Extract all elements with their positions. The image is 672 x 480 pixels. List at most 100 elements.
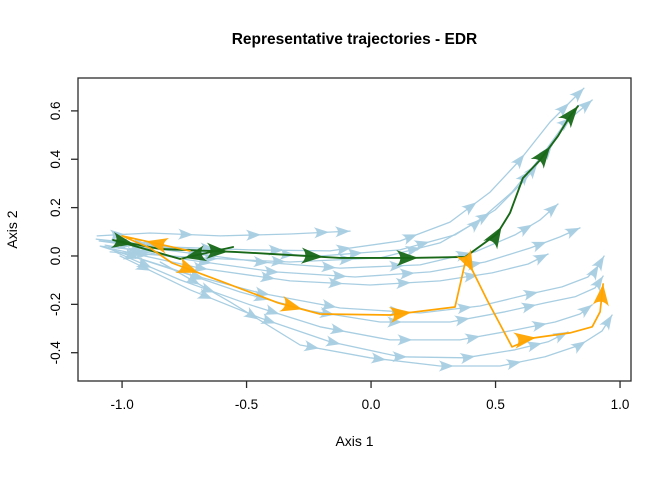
- trajectory-arrowhead: [532, 254, 549, 266]
- trajectory-arrowhead: [531, 321, 547, 333]
- trajectory-arrowhead: [564, 227, 580, 240]
- trajectory-arrowhead: [199, 282, 216, 293]
- trajectory-arrowhead: [320, 261, 337, 273]
- cell-trajectory-9: [99, 245, 604, 323]
- cell-trajectory-12: [159, 261, 613, 367]
- trajectory-arrowhead: [522, 289, 539, 301]
- trajectory-arrowhead: [464, 333, 481, 345]
- trajectory-arrowhead: [530, 241, 547, 253]
- x-tick-label: -0.5: [235, 397, 258, 412]
- trajectory-arrowhead: [331, 269, 347, 282]
- trajectory-arrowhead: [175, 257, 199, 273]
- trajectory-arrowhead: [268, 244, 284, 256]
- trajectory-arrowhead: [456, 303, 472, 315]
- trajectory-arrowhead: [263, 304, 280, 315]
- trajectory-arrowhead: [347, 248, 363, 260]
- trajectory-arrowhead: [279, 295, 303, 312]
- trajectory-arrowhead: [370, 352, 387, 364]
- y-tick-label: -0.4: [48, 341, 63, 365]
- trajectory-arrowhead: [399, 268, 415, 280]
- chart-title: Representative trajectories - EDR: [232, 31, 478, 48]
- trajectory-arrowhead: [196, 288, 213, 299]
- trajectory-arrowhead: [334, 226, 351, 238]
- trajectory-arrowhead: [177, 228, 194, 240]
- trajectory-arrowhead: [146, 237, 170, 254]
- trajectory-arrowhead: [300, 247, 324, 264]
- trajectory-arrowhead: [335, 244, 352, 256]
- cell-trajectory-10: [114, 251, 593, 341]
- trajectory-arrowhead: [456, 249, 474, 273]
- trajectory-arrowhead: [570, 341, 586, 355]
- trajectory-arrowhead: [206, 242, 229, 259]
- trajectory-arrowhead: [474, 213, 491, 226]
- trajectory-arrowhead: [590, 276, 604, 292]
- trajectory-arrowhead: [320, 299, 337, 311]
- trajectory-arrowhead: [510, 154, 525, 170]
- trajectory-arrowhead: [459, 353, 476, 365]
- trajectory-arrowhead: [263, 265, 279, 277]
- trajectory-arrowhead: [576, 304, 593, 319]
- trajectory-arrowhead: [569, 88, 584, 103]
- cell-trajectory-6: [104, 227, 581, 278]
- trajectory-arrowhead: [591, 256, 605, 272]
- trajectory-arrowhead: [270, 255, 286, 267]
- trajectory-arrowhead: [554, 103, 569, 118]
- trajectory-arrowhead: [577, 100, 593, 114]
- trajectory-arrowhead: [505, 359, 522, 371]
- trajectory-arrowhead: [319, 306, 335, 318]
- y-axis-label: Axis 2: [4, 210, 20, 248]
- plot-box: [77, 77, 632, 382]
- trajectory-arrowhead: [324, 335, 341, 347]
- y-tick-label: 0.6: [48, 101, 63, 120]
- trajectory-arrowhead: [454, 315, 470, 327]
- trajectory-arrowhead: [599, 315, 613, 331]
- x-tick-label: 0.5: [486, 397, 505, 412]
- trajectory-arrowhead: [192, 261, 208, 273]
- trajectory-arrowhead: [530, 146, 551, 169]
- y-tick-label: 0.2: [48, 198, 63, 217]
- y-tick-label: 0.4: [48, 149, 63, 168]
- trajectory-arrowhead: [242, 306, 259, 320]
- trajectory-arrowhead: [387, 316, 403, 328]
- trajectory-arrowhead: [592, 284, 609, 307]
- trajectory-arrowhead: [329, 323, 346, 335]
- trajectory-arrowhead: [184, 245, 208, 262]
- trajectory-arrowhead: [558, 106, 578, 129]
- trajectory-arrowhead: [259, 313, 276, 324]
- trajectory-arrowhead: [520, 302, 537, 314]
- x-tick-label: -1.0: [110, 397, 133, 412]
- trajectory-arrowhead: [516, 224, 533, 238]
- representative-trajectory-orange: [121, 235, 604, 348]
- trajectory-arrowhead: [388, 306, 412, 324]
- y-tick-label: -0.2: [48, 293, 63, 316]
- trajectory-arrowhead: [327, 277, 343, 289]
- trajectory-arrowhead: [392, 351, 408, 363]
- trajectory-arrowhead: [110, 231, 134, 248]
- trajectory-arrowhead: [395, 277, 411, 290]
- trajectory-arrowhead: [526, 341, 542, 353]
- y-tick-label: 0.0: [48, 247, 63, 266]
- x-axis-label: Axis 1: [335, 433, 373, 449]
- trajectory-arrowhead: [397, 334, 413, 346]
- trajectory-arrowhead: [303, 340, 320, 352]
- trajectory-arrowhead: [396, 250, 419, 267]
- trajectory-arrowhead: [245, 229, 261, 241]
- trajectory-arrowhead: [413, 240, 430, 252]
- trajectory-arrowhead: [401, 234, 418, 245]
- trajectory-arrowhead: [523, 164, 538, 180]
- trajectory-arrowhead: [483, 226, 502, 250]
- trajectory-arrowhead: [253, 255, 269, 268]
- trajectory-arrowhead: [438, 360, 454, 372]
- trajectory-arrowhead: [313, 227, 329, 239]
- trajectory-arrowhead: [586, 265, 599, 281]
- trajectory-arrowhead: [404, 245, 421, 257]
- x-tick-label: 0.0: [362, 397, 381, 412]
- trajectory-arrowhead: [543, 204, 558, 219]
- trajectory-arrowhead: [461, 202, 477, 216]
- trajectory-arrowhead: [466, 218, 482, 233]
- trajectory-arrowhead: [259, 271, 276, 283]
- trajectory-arrowhead: [134, 259, 151, 271]
- cell-trajectory-1: [96, 230, 351, 237]
